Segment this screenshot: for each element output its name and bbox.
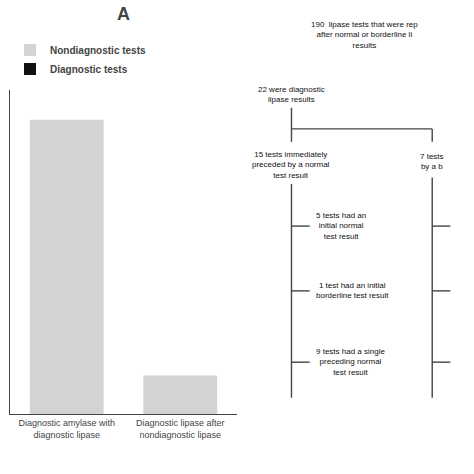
svg-text:190 lipase tests that were re: 190 lipase tests that were repafter norm… bbox=[311, 20, 418, 50]
svg-text:Nondiagnostic tests: Nondiagnostic tests bbox=[50, 45, 146, 56]
svg-text:15 tests immediatelypreceded b: 15 tests immediatelypreceded by a normal… bbox=[252, 150, 330, 180]
svg-text:Diagnostic lipase afternondiag: Diagnostic lipase afternondiagnostic lip… bbox=[136, 418, 225, 440]
svg-text:9 tests had a singlepreceding: 9 tests had a singlepreceding normaltest… bbox=[316, 347, 385, 377]
svg-text:Diagnostic tests: Diagnostic tests bbox=[50, 64, 128, 75]
svg-text:Diagnostic amylase withdiagnos: Diagnostic amylase withdiagnostic lipase bbox=[18, 418, 115, 440]
svg-text:1 test had an initialborderlin: 1 test had an initialborderline test res… bbox=[316, 281, 389, 300]
svg-text:A: A bbox=[117, 4, 130, 24]
svg-text:7 testsby a b: 7 testsby a b bbox=[420, 152, 444, 171]
svg-text:5 tests had aninitial normalte: 5 tests had aninitial normaltest result bbox=[316, 211, 366, 241]
svg-text:22 were diagnosticlipase resul: 22 were diagnosticlipase results bbox=[258, 85, 325, 104]
